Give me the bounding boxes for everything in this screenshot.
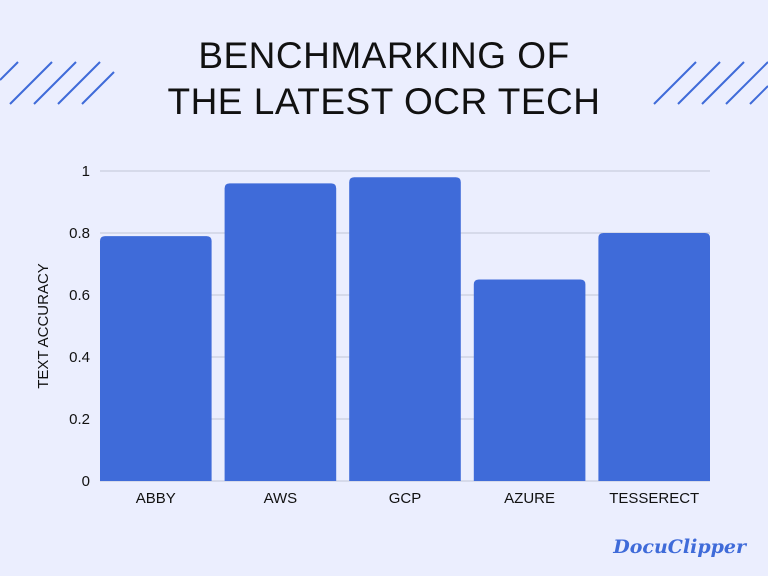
x-tick-label: AWS [264, 490, 298, 507]
docuclipper-logo: DocuClipper [613, 536, 746, 558]
bar-gcp [349, 177, 461, 481]
y-tick-label: 0.2 [69, 411, 90, 428]
decorative-stripes-right [653, 61, 768, 105]
x-tick-label: TESSERECT [609, 490, 699, 507]
bar-aws [224, 183, 337, 481]
x-tick-label: ABBY [136, 490, 176, 507]
x-tick-label: GCP [389, 490, 422, 507]
x-tick-label: AZURE [504, 490, 555, 507]
title-line-1: BENCHMARKING OF [198, 35, 570, 76]
bar-abby [100, 236, 212, 481]
y-tick-label: 0.4 [69, 349, 90, 366]
y-tick-label: 1 [82, 163, 90, 180]
bar-tesserect [598, 233, 710, 481]
y-tick-label: 0.6 [69, 287, 90, 304]
bar-azure [473, 279, 586, 481]
y-tick-label: 0.8 [69, 225, 90, 242]
y-tick-label: 0 [82, 473, 90, 490]
y-axis-label: TEXT ACCURACY [35, 263, 52, 389]
decorative-stripes-left [0, 61, 115, 105]
title-line-2: THE LATEST OCR TECH [167, 81, 601, 122]
chart-title: BENCHMARKING OF THE LATEST OCR TECH [0, 34, 768, 126]
